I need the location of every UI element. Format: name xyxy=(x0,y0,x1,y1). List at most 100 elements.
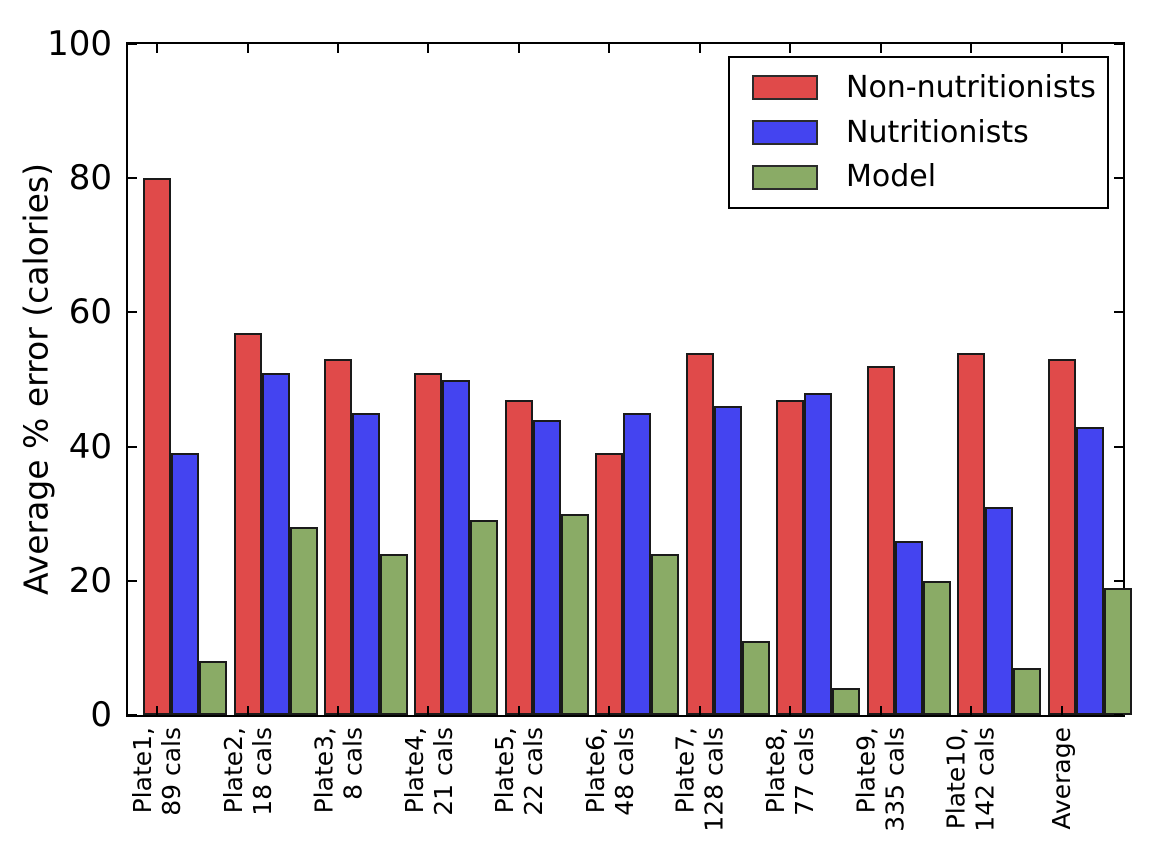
bar-nutritionists-5 xyxy=(532,419,561,715)
bar-non-nutritionists-9 xyxy=(866,366,895,715)
x-tick-top xyxy=(608,44,611,53)
x-tick-bottom xyxy=(970,706,973,715)
bar-nutritionists-7 xyxy=(713,406,742,715)
y-tick-right xyxy=(1114,311,1123,314)
legend-label: Non-nutritionists xyxy=(846,69,1096,105)
x-tick-label-text: Plate7, 128 cals xyxy=(671,727,729,832)
x-tick-label-text: Plate2, 18 cals xyxy=(219,727,277,816)
bar-nutritionists-3 xyxy=(351,413,380,715)
x-tick-top xyxy=(246,44,249,53)
x-tick-bottom xyxy=(156,706,158,715)
legend-swatch xyxy=(752,164,818,190)
x-tick-label-text: Plate1, 89 cals xyxy=(128,727,186,816)
x-tick-top xyxy=(879,44,882,53)
legend-label: Nutritionists xyxy=(846,114,1029,150)
x-tick-label-text: Plate8, 77 cals xyxy=(761,727,819,816)
legend-item: Nutritionists xyxy=(752,114,1107,150)
x-tick-top xyxy=(1060,44,1063,53)
x-tick-label-text: Plate10, 142 cals xyxy=(942,727,1000,832)
x-tick-label-line: 22 cals xyxy=(518,727,548,816)
x-tick-label-line: Plate4, xyxy=(399,727,429,814)
bar-model-4 xyxy=(470,520,499,715)
x-tick-label-line: Plate7, xyxy=(670,727,700,814)
y-axis-label: Average % error (calories) xyxy=(16,163,56,595)
bar-non-nutritionists-10 xyxy=(957,352,986,715)
y-tick-label: 40 xyxy=(68,426,112,467)
y-tick-label: 20 xyxy=(68,560,112,601)
y-tick-label: 60 xyxy=(68,292,112,333)
x-tick-label-line: 18 cals xyxy=(247,727,277,816)
x-tick-label-line: Plate8, xyxy=(761,727,791,814)
x-tick-label-line: Plate6, xyxy=(580,727,610,814)
bar-nutritionists-8 xyxy=(804,392,833,715)
x-tick-top xyxy=(427,44,430,53)
plot-area: Non-nutritionists Nutritionists Model xyxy=(126,42,1132,717)
bar-non-nutritionists-5 xyxy=(504,399,533,715)
x-tick-label-line: 128 cals xyxy=(699,727,729,832)
bar-model-11 xyxy=(1103,587,1132,715)
x-tick-label-line: 142 cals xyxy=(971,727,1001,832)
x-tick-bottom xyxy=(336,706,339,715)
x-tick-top xyxy=(156,44,158,53)
x-tick-bottom xyxy=(427,706,430,715)
y-tick-left xyxy=(128,43,137,45)
y-tick-left xyxy=(128,714,137,716)
x-tick-label-line: 335 cals xyxy=(880,727,910,832)
x-tick-top xyxy=(698,44,701,53)
bar-nutritionists-9 xyxy=(894,540,923,715)
x-tick-top xyxy=(970,44,973,53)
x-tick-bottom xyxy=(879,706,882,715)
bar-non-nutritionists-1 xyxy=(143,178,171,715)
x-tick-top xyxy=(336,44,339,53)
bar-model-10 xyxy=(1013,668,1042,715)
x-tick-label-line: Plate10, xyxy=(942,727,972,830)
bar-non-nutritionists-4 xyxy=(414,372,443,715)
x-tick-label-line: 21 cals xyxy=(428,727,458,816)
x-tick-label-text: Plate6, 48 cals xyxy=(580,727,638,816)
y-tick-left xyxy=(128,311,137,314)
bar-model-5 xyxy=(560,513,589,715)
y-tick-label: 80 xyxy=(68,158,112,199)
x-tick-label-text: Plate3, 8 cals xyxy=(309,727,367,813)
y-tick-left xyxy=(128,579,137,582)
x-tick-bottom xyxy=(246,706,249,715)
legend-swatch xyxy=(752,120,818,145)
x-tick-bottom xyxy=(1060,706,1063,715)
x-tick-label-line: Plate5, xyxy=(489,727,519,814)
y-tick-left xyxy=(128,177,137,180)
bar-model-1 xyxy=(199,661,227,715)
bar-nutritionists-1 xyxy=(171,453,199,715)
legend-item: Non-nutritionists xyxy=(752,69,1107,105)
bar-nutritionists-2 xyxy=(261,372,290,715)
x-tick-label-line: Average xyxy=(1047,727,1076,830)
x-tick-bottom xyxy=(698,706,701,715)
y-tick-left xyxy=(128,445,137,448)
x-tick-label-text: Plate4, 21 cals xyxy=(399,727,457,816)
x-tick-label-line: 48 cals xyxy=(609,727,639,816)
bar-model-3 xyxy=(379,554,408,715)
x-tick-label-line: 8 cals xyxy=(337,727,367,800)
x-tick-bottom xyxy=(517,706,520,715)
bar-non-nutritionists-6 xyxy=(595,453,624,715)
x-tick-label-text: Plate5, 22 cals xyxy=(490,727,548,816)
x-tick-label-line: Plate3, xyxy=(308,727,338,814)
bar-nutritionists-4 xyxy=(442,379,471,715)
x-tick-top xyxy=(789,44,792,53)
bar-non-nutritionists-8 xyxy=(776,399,805,715)
y-tick-right xyxy=(1114,177,1123,180)
bar-nutritionists-10 xyxy=(985,507,1014,715)
bar-non-nutritionists-3 xyxy=(323,359,352,715)
bar-model-7 xyxy=(741,641,770,715)
legend-swatch xyxy=(752,75,818,101)
y-tick-label: 0 xyxy=(90,695,112,735)
bar-model-9 xyxy=(922,580,951,715)
y-tick-label: 100 xyxy=(47,24,112,64)
legend-item: Model xyxy=(752,162,1107,192)
bar-non-nutritionists-7 xyxy=(685,352,714,715)
bar-nutritionists-6 xyxy=(623,413,652,715)
bar-model-6 xyxy=(651,554,680,715)
x-tick-bottom xyxy=(789,706,792,715)
x-tick-label-line: Plate9, xyxy=(851,727,881,814)
bar-non-nutritionists-2 xyxy=(233,332,262,715)
